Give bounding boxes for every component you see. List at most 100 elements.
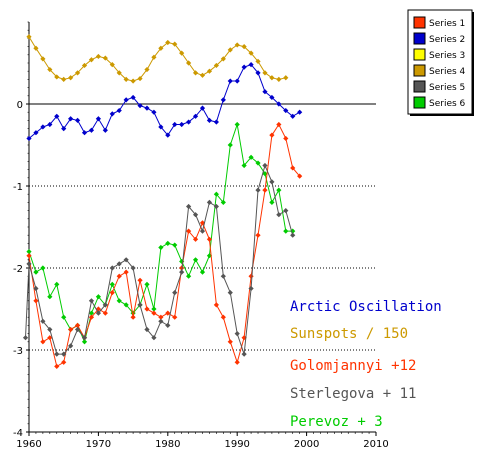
- x-tick-label: 1960: [16, 439, 41, 450]
- data-point: [130, 78, 136, 84]
- data-point: [102, 302, 108, 308]
- data-point: [248, 62, 254, 68]
- data-point: [186, 119, 192, 125]
- y-tick-label: -1: [13, 182, 23, 193]
- annotation-label: Perevoz + 3: [290, 414, 383, 430]
- data-point: [47, 294, 53, 300]
- data-point: [74, 322, 81, 328]
- data-point: [33, 269, 39, 275]
- data-point: [255, 187, 261, 193]
- legend-swatch: [413, 16, 426, 29]
- data-point: [61, 351, 67, 357]
- data-point: [186, 228, 192, 234]
- series-4: [26, 34, 289, 84]
- data-point: [95, 294, 101, 300]
- data-point: [151, 54, 157, 60]
- data-point: [172, 242, 178, 248]
- data-point: [213, 203, 219, 210]
- data-point: [158, 314, 164, 320]
- data-point: [54, 281, 60, 287]
- data-point: [165, 322, 171, 328]
- data-point: [199, 269, 206, 275]
- data-point: [179, 121, 185, 128]
- data-point: [151, 306, 157, 312]
- data-point: [144, 66, 150, 73]
- legend-label: Series 6: [429, 99, 466, 109]
- data-point: [68, 326, 74, 333]
- data-point: [88, 127, 95, 133]
- annotation-label: Sunspots / 150: [290, 326, 408, 342]
- legend-label: Series 5: [429, 83, 465, 93]
- data-point: [123, 97, 129, 103]
- data-point: [144, 326, 150, 333]
- grid-layer: [29, 103, 376, 351]
- data-point: [74, 117, 81, 123]
- y-tick-label: -2: [13, 264, 23, 275]
- data-point: [40, 339, 46, 345]
- data-point: [283, 135, 289, 142]
- data-point: [213, 302, 219, 308]
- data-point: [255, 160, 261, 166]
- data-point: [179, 50, 185, 56]
- data-point: [54, 363, 60, 369]
- data-point: [151, 310, 157, 316]
- data-point: [290, 165, 296, 171]
- data-point: [88, 310, 95, 316]
- x-tick-label: 1980: [155, 439, 180, 450]
- data-point: [283, 228, 289, 234]
- data-point: [158, 45, 164, 51]
- data-point: [269, 75, 275, 81]
- data-point: [61, 314, 67, 320]
- x-tick-label: 1990: [224, 439, 249, 450]
- data-point: [227, 47, 233, 53]
- data-point: [144, 306, 150, 312]
- data-point: [33, 130, 39, 136]
- data-point: [130, 314, 136, 320]
- data-point: [255, 58, 261, 64]
- series-line: [25, 163, 294, 355]
- data-point: [61, 126, 67, 132]
- data-point: [61, 76, 67, 82]
- legend-label: Series 1: [429, 19, 465, 29]
- data-point: [165, 39, 171, 46]
- data-point: [227, 290, 233, 296]
- data-point: [262, 162, 268, 169]
- data-point: [213, 119, 219, 125]
- data-point: [144, 281, 150, 287]
- series-line: [28, 123, 301, 368]
- data-point: [151, 109, 157, 115]
- data-point: [234, 42, 240, 48]
- data-point: [137, 75, 143, 82]
- data-point: [255, 70, 261, 76]
- data-point: [81, 335, 88, 341]
- data-point: [213, 62, 219, 69]
- data-point: [61, 359, 67, 365]
- data-point: [192, 236, 199, 242]
- legend-label: Series 2: [429, 35, 465, 45]
- series-2: [26, 62, 303, 142]
- series-5: [22, 162, 296, 357]
- data-point: [74, 70, 81, 76]
- data-point: [172, 314, 178, 320]
- data-point: [220, 273, 226, 279]
- data-point: [255, 232, 261, 238]
- data-point: [186, 273, 192, 279]
- annotation-label: Arctic Oscillation: [290, 299, 442, 315]
- data-point: [234, 121, 240, 128]
- data-point: [40, 265, 46, 271]
- legend-swatch: [413, 32, 426, 45]
- data-point: [262, 187, 268, 193]
- data-point: [290, 113, 296, 119]
- data-point: [40, 56, 46, 62]
- data-point: [68, 116, 74, 122]
- y-tick-label: 0: [17, 100, 23, 111]
- data-point: [248, 154, 254, 160]
- data-point: [88, 57, 95, 63]
- data-point: [88, 314, 95, 320]
- data-point: [227, 142, 233, 148]
- data-point: [47, 335, 53, 341]
- legend: Series 1 Series 2 Series 3 Series 4 Series 5…: [407, 9, 474, 116]
- data-point: [68, 343, 74, 349]
- data-point: [241, 64, 247, 70]
